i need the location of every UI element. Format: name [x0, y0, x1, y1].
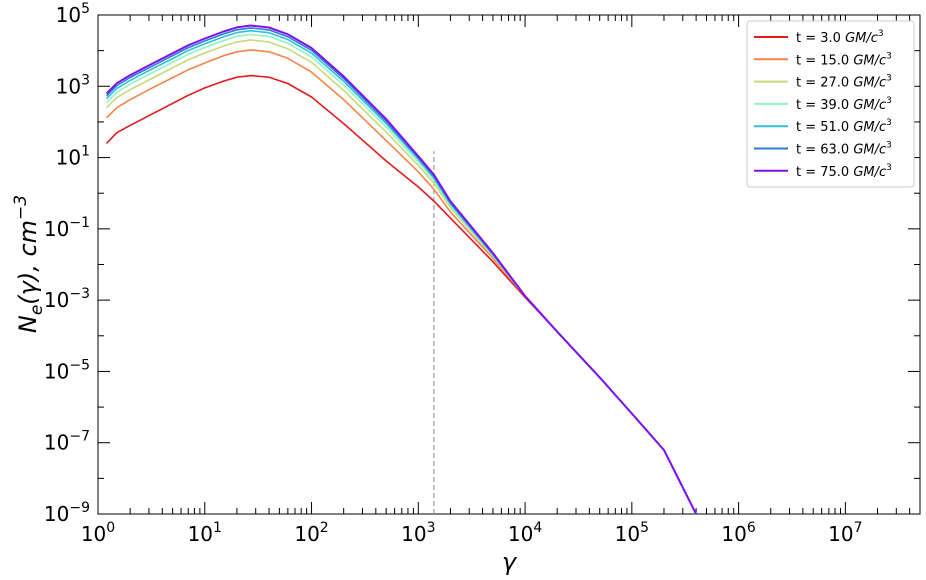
y-tick-label-base: 10: [44, 431, 69, 455]
y-tick-label-exponent: 3: [81, 72, 90, 88]
legend-label-unit: GM/c: [853, 165, 886, 180]
y-tick-label-exponent: −5: [69, 357, 90, 373]
legend-box: [746, 20, 915, 188]
series-line-5: [105, 29, 697, 515]
series-line-4: [105, 33, 697, 515]
series-line-7: [105, 24, 697, 515]
y-tick-label-base: 10: [56, 3, 81, 27]
y-tick-label-exponent: 1: [81, 144, 90, 160]
legend-label-unit: GM/c: [853, 143, 886, 158]
series-line-6: [105, 27, 697, 515]
legend-label-4: t = 39.0 GM/c3: [796, 96, 892, 113]
legend-label-3: t = 27.0 GM/c3: [796, 74, 892, 91]
legend-label-time: t = 15.0: [796, 53, 853, 68]
y-tick-label-exponent: −7: [69, 429, 90, 445]
y-tick-label-base: 10: [44, 359, 69, 383]
legend-label-1: t = 3.0 GM/c3: [796, 29, 884, 46]
y-tick-label: 101: [56, 144, 90, 170]
y-tick-label-base: 10: [56, 74, 81, 98]
x-tick-label-exponent: 7: [854, 520, 863, 536]
x-tick-label-base: 10: [294, 522, 319, 546]
y-tick-label-base: 10: [56, 146, 81, 170]
y-tick-label: 103: [56, 72, 90, 98]
x-tick-label: 100: [81, 520, 115, 546]
x-tick-label-exponent: 3: [427, 520, 436, 536]
legend-label-time: t = 51.0: [796, 120, 853, 135]
legend-label-2: t = 15.0 GM/c3: [796, 51, 892, 68]
legend-label-6: t = 63.0 GM/c3: [796, 141, 892, 158]
y-tick-label-base: 10: [44, 288, 69, 312]
x-tick-label: 102: [294, 520, 328, 546]
x-tick-label: 104: [508, 520, 542, 546]
x-tick-label-base: 10: [721, 522, 746, 546]
legend-label-7: t = 75.0 GM/c3: [796, 163, 892, 180]
legend-label-unit-exponent: 3: [886, 51, 892, 61]
legend-label-unit: GM/c: [853, 120, 886, 135]
legend-label-time: t = 27.0: [796, 76, 853, 91]
y-tick-label: 10−1: [44, 215, 90, 241]
series-lines: [105, 24, 697, 515]
y-axis-title-arg: (γ), cm: [14, 220, 42, 305]
legend-label-unit-exponent: 3: [886, 163, 892, 173]
x-tick-label-base: 10: [615, 522, 640, 546]
legend-label-time: t = 39.0: [796, 98, 853, 113]
y-tick-label: 10−5: [44, 357, 90, 383]
legend-label-unit: GM/c: [853, 76, 886, 91]
x-tick-label-base: 10: [81, 522, 106, 546]
legend-label-unit: GM/c: [853, 98, 886, 113]
minor-ticks: [98, 15, 921, 514]
legend-label-unit-exponent: 3: [886, 74, 892, 84]
y-tick-label-exponent: −1: [69, 215, 90, 231]
y-tick-label-base: 10: [44, 502, 69, 526]
legend-label-unit-exponent: 3: [886, 141, 892, 151]
legend-label-5: t = 51.0 GM/c3: [796, 118, 892, 135]
x-tick-label-exponent: 2: [320, 520, 329, 536]
y-tick-label-exponent: −9: [69, 500, 90, 516]
x-tick-label-base: 10: [401, 522, 426, 546]
legend-label-time: t = 75.0: [796, 165, 853, 180]
x-tick-label-exponent: 1: [213, 520, 222, 536]
y-tick-label: 105: [56, 1, 90, 27]
y-axis-title: Ne(γ), cm−3: [11, 195, 47, 333]
y-axis-title-sup: −3: [11, 195, 31, 220]
y-tick-label-exponent: −3: [69, 286, 90, 302]
x-tick-label-exponent: 0: [106, 520, 115, 536]
legend-label-time: t = 63.0: [796, 143, 853, 158]
x-tick-label-base: 10: [508, 522, 533, 546]
y-axis-title-main: N: [14, 315, 42, 333]
x-tick-labels: 100 101 102 103 104 105 106 107: [81, 520, 863, 546]
y-tick-label: 10−7: [44, 429, 90, 455]
x-tick-label: 105: [615, 520, 649, 546]
legend-label-unit-exponent: 3: [878, 29, 884, 39]
x-axis-title: γ: [502, 548, 518, 576]
x-tick-label-base: 10: [188, 522, 213, 546]
legend-label-unit: GM/c: [845, 31, 878, 46]
x-tick-label-exponent: 4: [533, 520, 542, 536]
y-tick-label: 10−9: [44, 500, 90, 526]
y-axis-title-sub: e: [27, 305, 47, 315]
legend-label-unit: GM/c: [853, 53, 886, 68]
x-tick-label: 106: [721, 520, 755, 546]
x-tick-label: 101: [188, 520, 222, 546]
x-tick-label-exponent: 6: [747, 520, 756, 536]
y-tick-label-exponent: 5: [81, 1, 90, 17]
y-tick-label-base: 10: [44, 217, 69, 241]
series-line-2: [105, 49, 697, 515]
x-tick-label: 107: [828, 520, 862, 546]
legend-label-unit-exponent: 3: [886, 118, 892, 128]
x-tick-label-exponent: 5: [640, 520, 649, 536]
series-line-3: [105, 39, 697, 515]
legend-label-time: t = 3.0: [796, 31, 845, 46]
legend: t = 3.0 GM/c3t = 15.0 GM/c3t = 27.0 GM/c…: [746, 20, 915, 188]
y-tick-label: 10−3: [44, 286, 90, 312]
x-tick-label: 103: [401, 520, 435, 546]
legend-label-unit-exponent: 3: [886, 96, 892, 106]
x-tick-label-base: 10: [828, 522, 853, 546]
